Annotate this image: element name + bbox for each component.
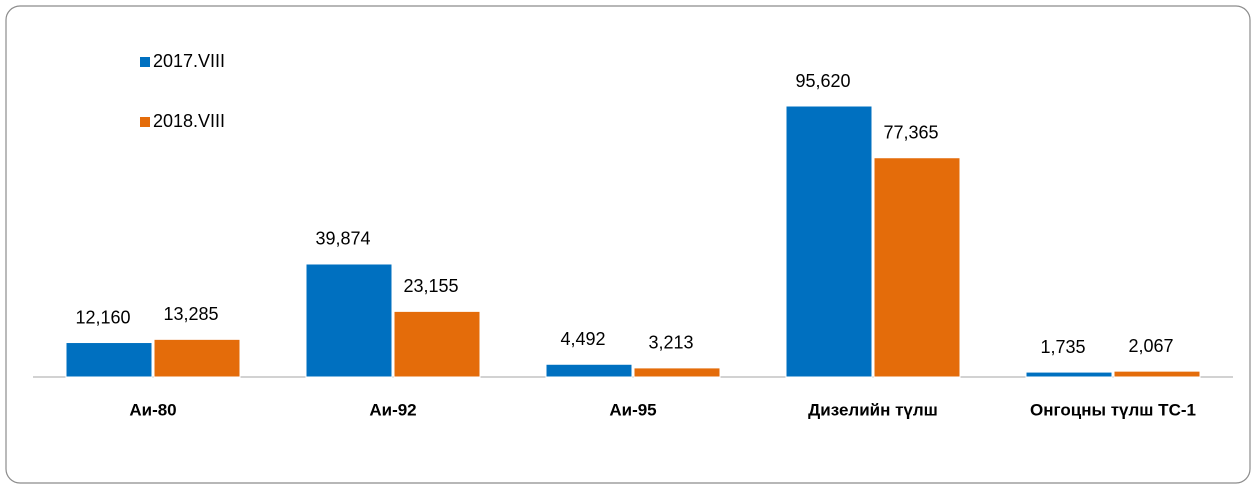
x-tick-label: Дизелийн түлш [808,400,938,419]
data-label: 3,213 [648,333,693,353]
bar [1113,370,1201,378]
x-tick-label: Аи-80 [129,400,176,419]
x-tick-label: Аи-92 [369,400,416,419]
data-label: 23,155 [403,276,458,296]
bar [305,263,393,378]
bar [393,310,481,378]
data-label: 12,160 [75,307,130,327]
bar [153,338,241,378]
data-label: 1,735 [1040,337,1085,357]
x-tick-label: Онгоцны түлш ТС-1 [1030,400,1196,419]
bar [633,367,721,378]
legend-swatch [140,117,150,127]
data-label: 39,874 [315,229,370,249]
bar [873,157,961,378]
bar [65,342,153,378]
bar [545,363,633,378]
data-label: 77,365 [883,122,938,142]
data-label: 4,492 [560,329,605,349]
x-tick-label: Аи-95 [609,400,656,419]
data-label: 95,620 [795,71,850,91]
legend-swatch [140,57,150,67]
legend-label: 2017.VIII [153,51,225,71]
data-label: 13,285 [163,304,218,324]
bar [1025,371,1113,378]
data-label: 2,067 [1128,336,1173,356]
bar [785,105,873,378]
legend-label: 2018.VIII [153,111,225,131]
